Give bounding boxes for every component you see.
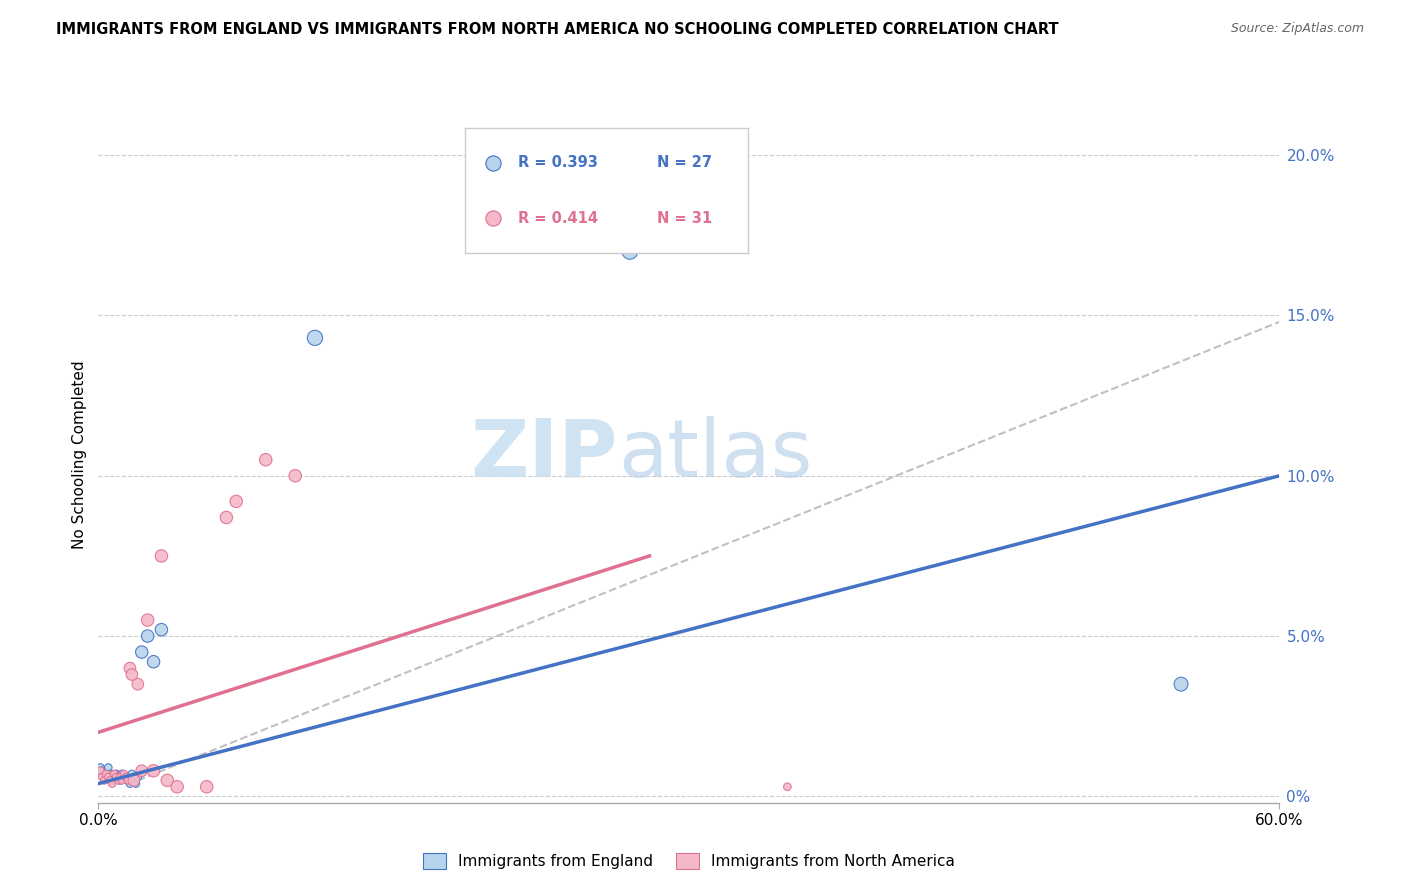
Text: ZIP: ZIP bbox=[471, 416, 619, 494]
Point bbox=[127, 770, 149, 784]
Point bbox=[115, 770, 138, 784]
Point bbox=[103, 767, 125, 781]
Point bbox=[105, 770, 128, 784]
Point bbox=[117, 773, 139, 788]
Point bbox=[131, 645, 153, 659]
Point bbox=[117, 773, 139, 788]
Point bbox=[89, 764, 111, 778]
Point bbox=[195, 780, 218, 794]
Point bbox=[121, 767, 143, 781]
Point bbox=[121, 667, 143, 681]
Point bbox=[93, 773, 115, 788]
Point bbox=[103, 770, 125, 784]
Point bbox=[93, 767, 115, 781]
Point bbox=[105, 767, 128, 781]
Legend: Immigrants from England, Immigrants from North America: Immigrants from England, Immigrants from… bbox=[416, 847, 962, 875]
Point bbox=[91, 770, 114, 784]
Point bbox=[97, 760, 120, 774]
Point bbox=[127, 677, 149, 691]
Point bbox=[619, 244, 641, 259]
Point bbox=[96, 767, 118, 781]
Point bbox=[150, 623, 173, 637]
Point bbox=[142, 655, 165, 669]
Point bbox=[122, 773, 145, 788]
Point bbox=[125, 776, 148, 790]
Point bbox=[118, 776, 141, 790]
Point bbox=[131, 764, 153, 778]
Point bbox=[91, 764, 114, 778]
Point bbox=[112, 770, 135, 784]
Point bbox=[107, 773, 129, 788]
Point bbox=[101, 776, 124, 790]
Text: atlas: atlas bbox=[619, 416, 813, 494]
Point bbox=[284, 468, 307, 483]
Point bbox=[150, 549, 173, 563]
Text: IMMIGRANTS FROM ENGLAND VS IMMIGRANTS FROM NORTH AMERICA NO SCHOOLING COMPLETED : IMMIGRANTS FROM ENGLAND VS IMMIGRANTS FR… bbox=[56, 22, 1059, 37]
Point bbox=[101, 773, 124, 788]
Point bbox=[225, 494, 247, 508]
Point bbox=[108, 773, 131, 788]
Y-axis label: No Schooling Completed: No Schooling Completed bbox=[72, 360, 87, 549]
Point bbox=[108, 770, 131, 784]
Point bbox=[98, 773, 121, 788]
Point bbox=[118, 661, 141, 675]
Point bbox=[166, 780, 188, 794]
Point bbox=[112, 767, 135, 781]
Text: Source: ZipAtlas.com: Source: ZipAtlas.com bbox=[1230, 22, 1364, 36]
Point bbox=[111, 773, 134, 788]
Point bbox=[115, 770, 138, 784]
Point bbox=[1170, 677, 1192, 691]
Point bbox=[89, 760, 111, 774]
Point bbox=[156, 773, 179, 788]
Point bbox=[111, 767, 134, 781]
Point bbox=[96, 770, 118, 784]
Point bbox=[142, 764, 165, 778]
Point bbox=[98, 767, 121, 781]
Point bbox=[304, 331, 326, 345]
Point bbox=[215, 510, 238, 524]
Point bbox=[136, 629, 159, 643]
Point bbox=[776, 780, 799, 794]
Point bbox=[122, 773, 145, 788]
Point bbox=[254, 452, 277, 467]
Point bbox=[107, 770, 129, 784]
Point bbox=[136, 613, 159, 627]
Point bbox=[97, 770, 120, 784]
